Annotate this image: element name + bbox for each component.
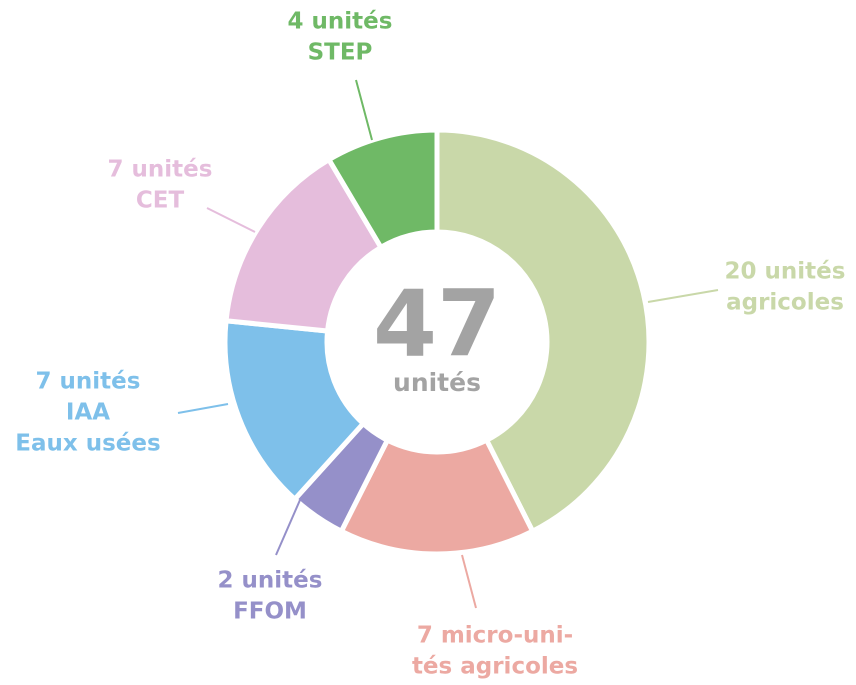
donut-slice <box>338 436 536 557</box>
slice-label: agricoles <box>726 290 844 316</box>
slice-label: 4 unités <box>288 9 393 35</box>
leader-line <box>206 207 256 233</box>
leader-line <box>355 79 373 141</box>
slice-label: STEP <box>308 40 373 66</box>
slice-label: CET <box>136 188 185 214</box>
leader-line <box>275 499 301 556</box>
donut-slice <box>222 318 367 503</box>
slice-label: Eaux usées <box>15 431 160 457</box>
center-value: 47 <box>373 270 501 377</box>
slice-label: 7 unités <box>108 157 213 183</box>
slice-label: 20 unités <box>725 259 846 285</box>
donut-slice <box>434 127 652 535</box>
slice-label: IAA <box>66 400 110 426</box>
slice-label: 7 micro-uni- <box>417 623 573 649</box>
center-label: unités <box>393 368 481 397</box>
leader-line <box>177 403 229 414</box>
slice-label: tés agricoles <box>412 654 578 680</box>
leader-line <box>461 554 477 609</box>
slice-label: 7 unités <box>36 369 141 395</box>
donut-slice <box>325 127 440 251</box>
leader-line <box>647 289 719 303</box>
donut-slice <box>223 156 385 334</box>
slice-label: 2 unités <box>218 568 323 594</box>
slice-label: FFOM <box>233 599 307 625</box>
